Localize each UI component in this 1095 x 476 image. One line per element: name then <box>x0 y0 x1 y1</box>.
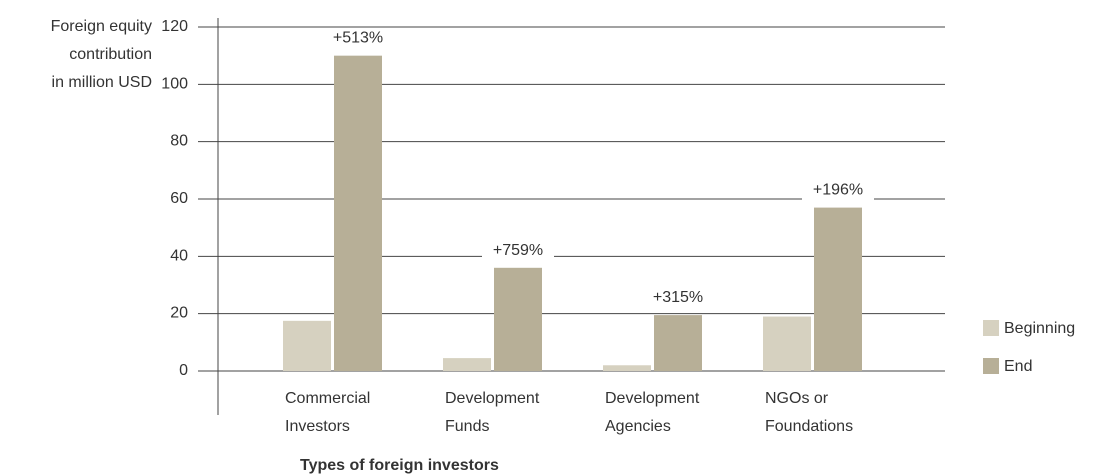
bar <box>334 55 382 372</box>
legend-label: End <box>1004 358 1032 375</box>
y-tick-label: 0 <box>179 362 188 379</box>
y-tick-label: 80 <box>170 133 188 150</box>
bar <box>283 320 331 371</box>
annotation: +513% <box>333 30 383 47</box>
y-tick-label: 20 <box>170 305 188 322</box>
bar <box>443 358 491 371</box>
y-tick-label: 100 <box>161 76 188 93</box>
annotation: +759% <box>493 242 543 259</box>
y-tick-label: 120 <box>161 18 188 35</box>
x-tick-label: NGOs or Foundations <box>765 390 853 435</box>
bar <box>814 207 862 371</box>
legend-swatch <box>983 358 999 374</box>
bar <box>763 316 811 371</box>
annotation: +315% <box>653 289 703 306</box>
annotation-bg <box>802 179 874 202</box>
annotation-bg <box>642 287 714 310</box>
y-axis-title: Foreign equity contribution in million USD <box>51 18 152 91</box>
x-axis-title: Types of foreign investors <box>300 457 499 474</box>
bar <box>494 267 542 371</box>
y-tick-label: 40 <box>170 248 188 265</box>
annotation-bg <box>482 239 554 262</box>
bar <box>603 365 651 371</box>
x-tick-label: Development Funds <box>445 390 540 435</box>
annotation: +196% <box>813 182 863 199</box>
x-tick-label: Commercial Investors <box>285 390 370 435</box>
x-tick-label: Development Agencies <box>605 390 700 435</box>
y-tick-label: 60 <box>170 190 188 207</box>
bar <box>654 315 702 371</box>
legend-swatch <box>983 320 999 336</box>
annotation-bg <box>322 27 394 50</box>
legend-label: Beginning <box>1004 320 1075 337</box>
